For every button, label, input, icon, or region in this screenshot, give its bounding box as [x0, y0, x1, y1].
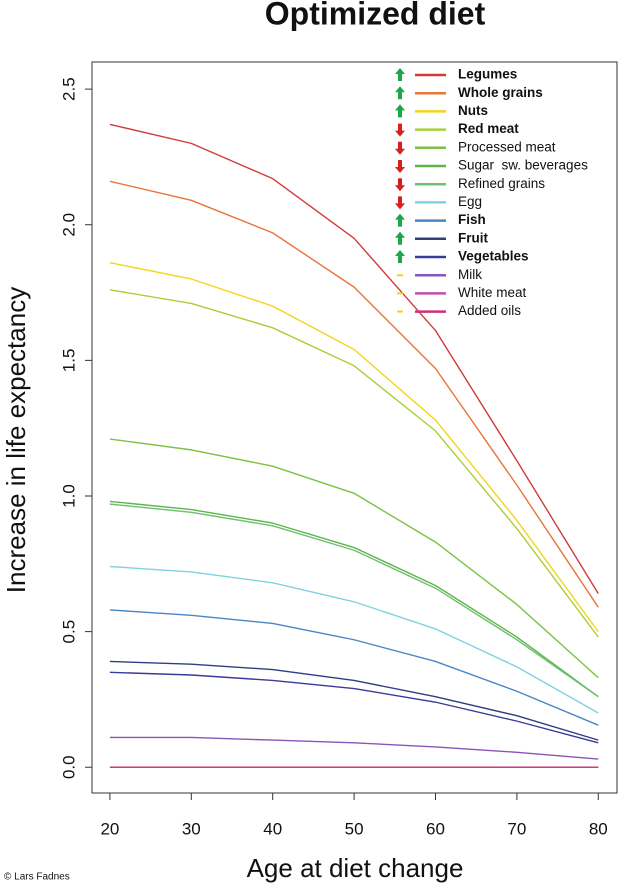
legend-label: Legumes	[458, 67, 517, 82]
legend: Legumes Whole grains Nuts Red meat Processed…	[395, 67, 588, 318]
legend-label: Milk	[458, 267, 482, 282]
legend-arrow-down	[395, 123, 405, 137]
series-line	[109, 123, 599, 595]
series-line	[109, 609, 599, 726]
legend-arrow-down	[395, 178, 405, 192]
y-axis-title: Increase in life expectancy	[1, 287, 31, 593]
y-tick-label: 1.5	[59, 349, 78, 373]
y-tick-label: 0.0	[59, 755, 78, 779]
legend-arrow-up	[395, 104, 405, 118]
legend-label: Fish	[458, 212, 486, 227]
series-line	[109, 671, 599, 744]
series-line	[109, 438, 599, 679]
legend-arrow-down	[395, 196, 405, 210]
y-tick-label: 2.5	[59, 77, 78, 101]
series-line	[109, 180, 599, 608]
series-line	[109, 289, 599, 638]
x-tick-label: 40	[263, 819, 282, 838]
legend-label: Fruit	[458, 230, 488, 245]
series-line	[109, 262, 599, 633]
y-tick-label: 0.5	[59, 620, 78, 644]
y-tick-label: 1.0	[59, 484, 78, 508]
chart-title: Optimized diet	[265, 0, 486, 31]
series-line	[109, 736, 599, 760]
legend-label: Vegetables	[458, 249, 529, 264]
series-line	[109, 660, 599, 741]
legend-label: Red meat	[458, 121, 519, 136]
legend-arrow-up	[395, 213, 405, 227]
series-line	[109, 500, 599, 698]
x-axis-title: Age at diet change	[247, 853, 464, 883]
x-tick-label: 30	[182, 819, 201, 838]
legend-arrow-up	[395, 86, 405, 100]
series-line	[109, 565, 599, 714]
series-line	[109, 503, 599, 698]
legend-label: Processed meat	[458, 139, 556, 154]
x-tick-label: 50	[345, 819, 364, 838]
legend-label: Added oils	[458, 303, 521, 318]
legend-arrow-up	[395, 68, 405, 81]
legend-label: Egg	[458, 194, 482, 209]
legend-label: Whole grains	[458, 85, 543, 100]
x-tick-label: 70	[507, 819, 526, 838]
x-tick-label: 60	[426, 819, 445, 838]
legend-label: Refined grains	[458, 176, 545, 191]
legend-label: Nuts	[458, 103, 488, 118]
credit: © Lars Fadnes	[4, 872, 70, 883]
legend-arrow-up	[395, 231, 405, 245]
y-tick-label: 2.0	[59, 213, 78, 237]
legend-arrow-up	[395, 250, 405, 263]
legend-label: White meat	[458, 285, 527, 300]
x-tick-label: 80	[589, 819, 608, 838]
legend-arrow-down	[395, 141, 405, 155]
legend-arrow-down	[395, 160, 405, 173]
x-tick-label: 20	[100, 819, 119, 838]
legend-label: Sugar sw. beverages	[458, 158, 588, 173]
